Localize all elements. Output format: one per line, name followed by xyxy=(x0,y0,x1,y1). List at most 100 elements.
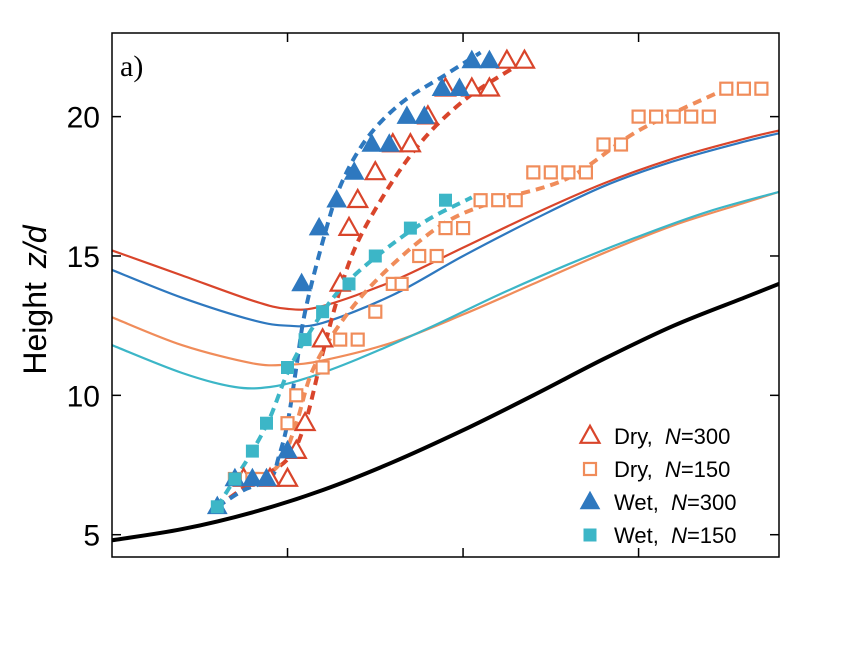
data-point-dry-300 xyxy=(513,48,536,69)
data-point-dry-150 xyxy=(754,81,769,96)
legend-label-var: N xyxy=(665,457,681,482)
legend-label: Dry, N=150 xyxy=(614,457,730,482)
data-point-dry-150 xyxy=(315,360,330,375)
wet300-curve xyxy=(112,132,779,328)
data-point-wet-150 xyxy=(210,500,224,514)
legend-label: Wet, N=150 xyxy=(614,523,737,548)
legend-label-prefix: Wet, xyxy=(614,490,671,515)
data-point-dry-150 xyxy=(578,165,594,180)
data-point-wet-300 xyxy=(431,77,453,96)
series-wet-150 xyxy=(210,193,452,514)
data-point-wet-300 xyxy=(414,105,435,124)
data-point-dry-150 xyxy=(350,332,365,347)
data-point-wet-300 xyxy=(479,49,500,69)
data-point-dry-150 xyxy=(561,165,576,180)
legend-label-prefix: Dry, xyxy=(614,457,665,482)
data-point-dry-150 xyxy=(333,332,348,347)
data-point-dry-300 xyxy=(363,159,387,181)
y-tick-label: 5 xyxy=(83,520,100,553)
data-point-wet-150 xyxy=(439,193,452,207)
data-point-wet-300 xyxy=(256,467,277,487)
data-point-dry-300 xyxy=(311,327,334,348)
y-axis-label-prefix: Height xyxy=(17,282,53,375)
data-point-dry-150 xyxy=(701,109,716,124)
data-point-dry-150 xyxy=(289,388,304,403)
y-tick-label: 20 xyxy=(67,102,100,135)
data-point-dry-150 xyxy=(438,221,453,236)
black-curve xyxy=(112,281,779,543)
data-point-dry-150 xyxy=(491,193,506,208)
legend-item: Dry, N=300 xyxy=(578,423,730,449)
data-point-wet-300 xyxy=(396,105,418,124)
legend-label-var: N xyxy=(671,523,687,548)
fit-dry150 xyxy=(231,86,728,483)
data-point-wet-300 xyxy=(277,439,298,459)
legend-marker xyxy=(579,490,601,510)
data-point-dry-150 xyxy=(543,165,558,180)
legend-label-suffix: =150 xyxy=(687,523,737,548)
data-point-wet-150 xyxy=(342,277,356,291)
data-point-wet-300 xyxy=(361,133,383,152)
legend-marker xyxy=(582,461,598,477)
plot-frame xyxy=(111,32,780,558)
data-point-wet-300 xyxy=(378,133,400,152)
data-point-dry-300 xyxy=(276,466,299,487)
data-point-dry-150 xyxy=(508,193,523,208)
data-point-dry-150 xyxy=(631,109,646,124)
legend-marker xyxy=(583,528,597,542)
data-point-dry-150 xyxy=(429,248,444,264)
data-point-dry-150 xyxy=(526,165,541,180)
data-point-dry-300 xyxy=(346,187,370,209)
legend-label-suffix: =300 xyxy=(681,424,731,449)
fit-wet150 xyxy=(215,195,473,508)
data-point-wet-300 xyxy=(449,77,470,96)
data-point-dry-300 xyxy=(399,132,422,153)
data-point-wet-300 xyxy=(242,467,263,487)
legend-label-var: N xyxy=(665,424,681,449)
series-dry-150 xyxy=(227,81,769,487)
data-point-wet-150 xyxy=(281,361,294,374)
dry300-curve xyxy=(112,129,779,311)
fit-wet300 xyxy=(216,50,482,509)
legend-label: Dry, N=300 xyxy=(614,424,730,449)
data-point-wet-150 xyxy=(228,472,242,486)
data-point-dry-150 xyxy=(613,137,629,152)
y-tick-label: 15 xyxy=(67,241,100,274)
panel-label: a) xyxy=(120,50,143,83)
data-point-dry-150 xyxy=(719,81,734,96)
data-point-dry-150 xyxy=(412,248,427,264)
legend-label: Wet, N=300 xyxy=(614,490,737,515)
series-dry-300 xyxy=(232,48,536,487)
data-point-dry-150 xyxy=(456,221,471,236)
data-point-dry-150 xyxy=(736,81,752,96)
data-point-dry-150 xyxy=(473,193,488,208)
data-point-wet-150 xyxy=(368,249,382,263)
data-point-dry-150 xyxy=(368,304,383,319)
data-point-dry-150 xyxy=(666,109,681,124)
fit-dry300 xyxy=(216,64,517,509)
data-point-wet-300 xyxy=(343,161,365,180)
legend-marker xyxy=(578,423,602,444)
legend-item: Wet, N=150 xyxy=(583,523,737,548)
data-point-dry-300 xyxy=(293,410,317,432)
legend-item: Wet, N=300 xyxy=(579,490,737,515)
wet150-curve xyxy=(112,190,779,390)
y-tick-label: 10 xyxy=(67,380,100,413)
data-point-wet-300 xyxy=(461,49,483,69)
legend-label-prefix: Wet, xyxy=(614,523,671,548)
data-point-dry-300 xyxy=(478,76,501,97)
data-point-dry-300 xyxy=(337,215,361,236)
legend-label-suffix: =150 xyxy=(681,457,731,482)
data-point-wet-150 xyxy=(403,221,417,235)
data-point-wet-150 xyxy=(260,416,273,430)
data-point-wet-150 xyxy=(316,305,330,319)
data-point-dry-150 xyxy=(684,109,699,124)
data-point-wet-300 xyxy=(326,188,348,208)
data-point-dry-150 xyxy=(280,416,295,431)
legend-label-var: N xyxy=(671,490,687,515)
data-point-wet-150 xyxy=(245,444,259,458)
y-axis-label-var: z/d xyxy=(17,224,53,269)
dry150-curve xyxy=(112,190,779,367)
